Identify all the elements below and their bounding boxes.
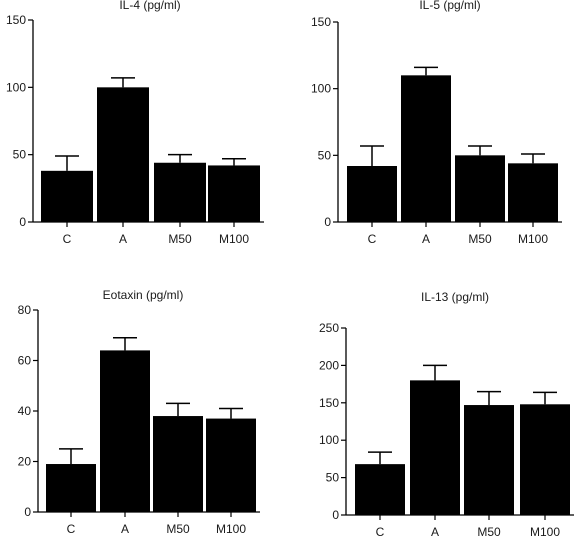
x-tick-label: M100	[216, 522, 246, 536]
x-tick-label: M50	[166, 522, 190, 536]
y-tick-label: 150	[319, 396, 339, 410]
x-tick-label: A	[431, 525, 439, 538]
bar	[520, 404, 570, 515]
y-tick-label: 100	[6, 80, 26, 94]
y-tick-label: 50	[318, 148, 332, 162]
chart-panel: Eotaxin (pg/ml) 0 20 40 60 80 C A M50 M100	[18, 288, 260, 536]
bar	[401, 75, 451, 222]
x-tick-label: A	[422, 232, 430, 246]
bar	[464, 405, 514, 515]
x-tick-label: M100	[518, 232, 548, 246]
chart-title: IL-4 (pg/ml)	[119, 0, 180, 12]
y-tick-label: 50	[13, 148, 27, 162]
x-tick-label: M50	[168, 232, 192, 246]
y-tick-label: 20	[18, 455, 32, 469]
x-tick-label: A	[119, 232, 127, 246]
x-tick-label: M50	[477, 525, 501, 538]
y-tick-label: 80	[18, 303, 32, 317]
bar	[355, 464, 405, 515]
y-tick-label: 150	[6, 13, 26, 27]
y-tick-label: 40	[18, 404, 32, 418]
bar	[410, 380, 460, 515]
y-tick-label: 0	[24, 505, 31, 519]
x-tick-label: M100	[530, 525, 560, 538]
bar	[153, 416, 203, 512]
x-tick-label: C	[63, 232, 72, 246]
x-tick-label: A	[121, 522, 129, 536]
y-tick-label: 0	[332, 508, 339, 522]
bar	[455, 155, 505, 222]
y-tick-label: 60	[18, 354, 32, 368]
bar	[100, 350, 150, 512]
bar	[508, 163, 558, 222]
x-tick-label: C	[368, 232, 377, 246]
y-tick-label: 50	[326, 471, 340, 485]
chart-title: IL-5 (pg/ml)	[419, 0, 480, 12]
bar	[206, 418, 256, 512]
y-tick-label: 0	[324, 215, 331, 229]
bar	[97, 87, 149, 222]
y-tick-label: 200	[319, 358, 339, 372]
y-tick-label: 0	[19, 215, 26, 229]
chart-title: IL-13 (pg/ml)	[421, 290, 489, 304]
bar	[46, 464, 96, 512]
chart-panel: IL-5 (pg/ml) 0 50 100 150 C A M50 M100	[311, 0, 562, 246]
bar	[41, 170, 93, 222]
x-tick-label: C	[67, 522, 76, 536]
x-tick-label: M100	[219, 232, 249, 246]
y-tick-label: 100	[311, 82, 331, 96]
chart-panel: IL-4 (pg/ml) 0 50 100 150 C A M50 M100	[6, 0, 264, 246]
y-tick-label: 250	[319, 321, 339, 335]
bar	[154, 162, 206, 222]
chart-title: Eotaxin (pg/ml)	[103, 288, 184, 302]
y-tick-label: 100	[319, 433, 339, 447]
x-tick-label: M50	[468, 232, 492, 246]
bar	[347, 166, 397, 222]
chart-panel: IL-13 (pg/ml) 0 50 100 150 200 250 C A M50 M100	[319, 290, 574, 538]
bar	[208, 165, 260, 222]
y-tick-label: 150	[311, 15, 331, 29]
x-tick-label: C	[376, 525, 385, 538]
